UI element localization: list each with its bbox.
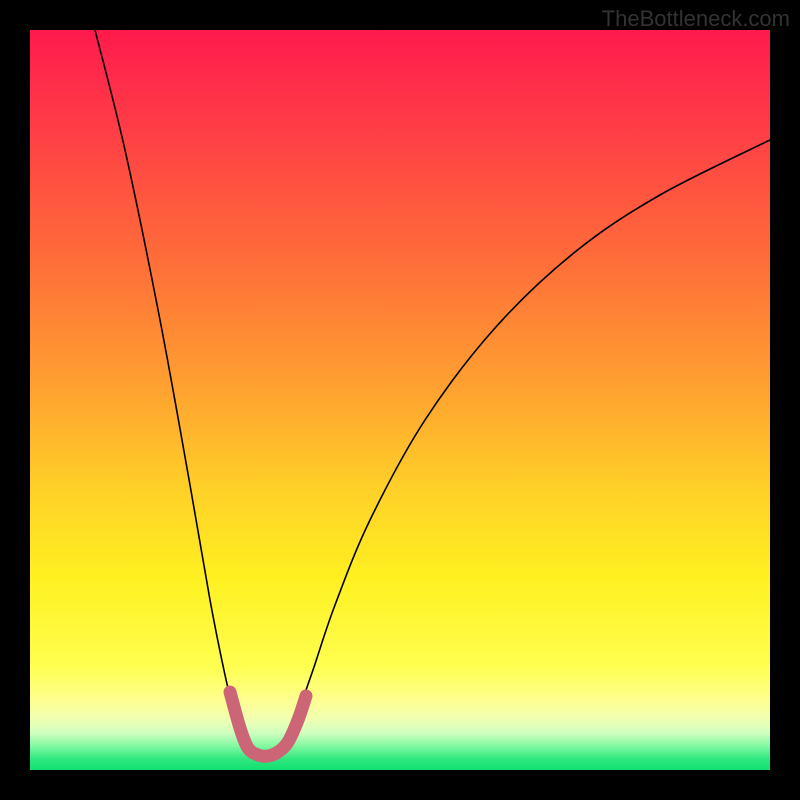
plot-area bbox=[30, 30, 770, 770]
plot-svg bbox=[30, 30, 770, 770]
watermark-text: TheBottleneck.com bbox=[602, 6, 790, 32]
gradient-background bbox=[30, 30, 770, 770]
chart-frame: TheBottleneck.com bbox=[0, 0, 800, 800]
